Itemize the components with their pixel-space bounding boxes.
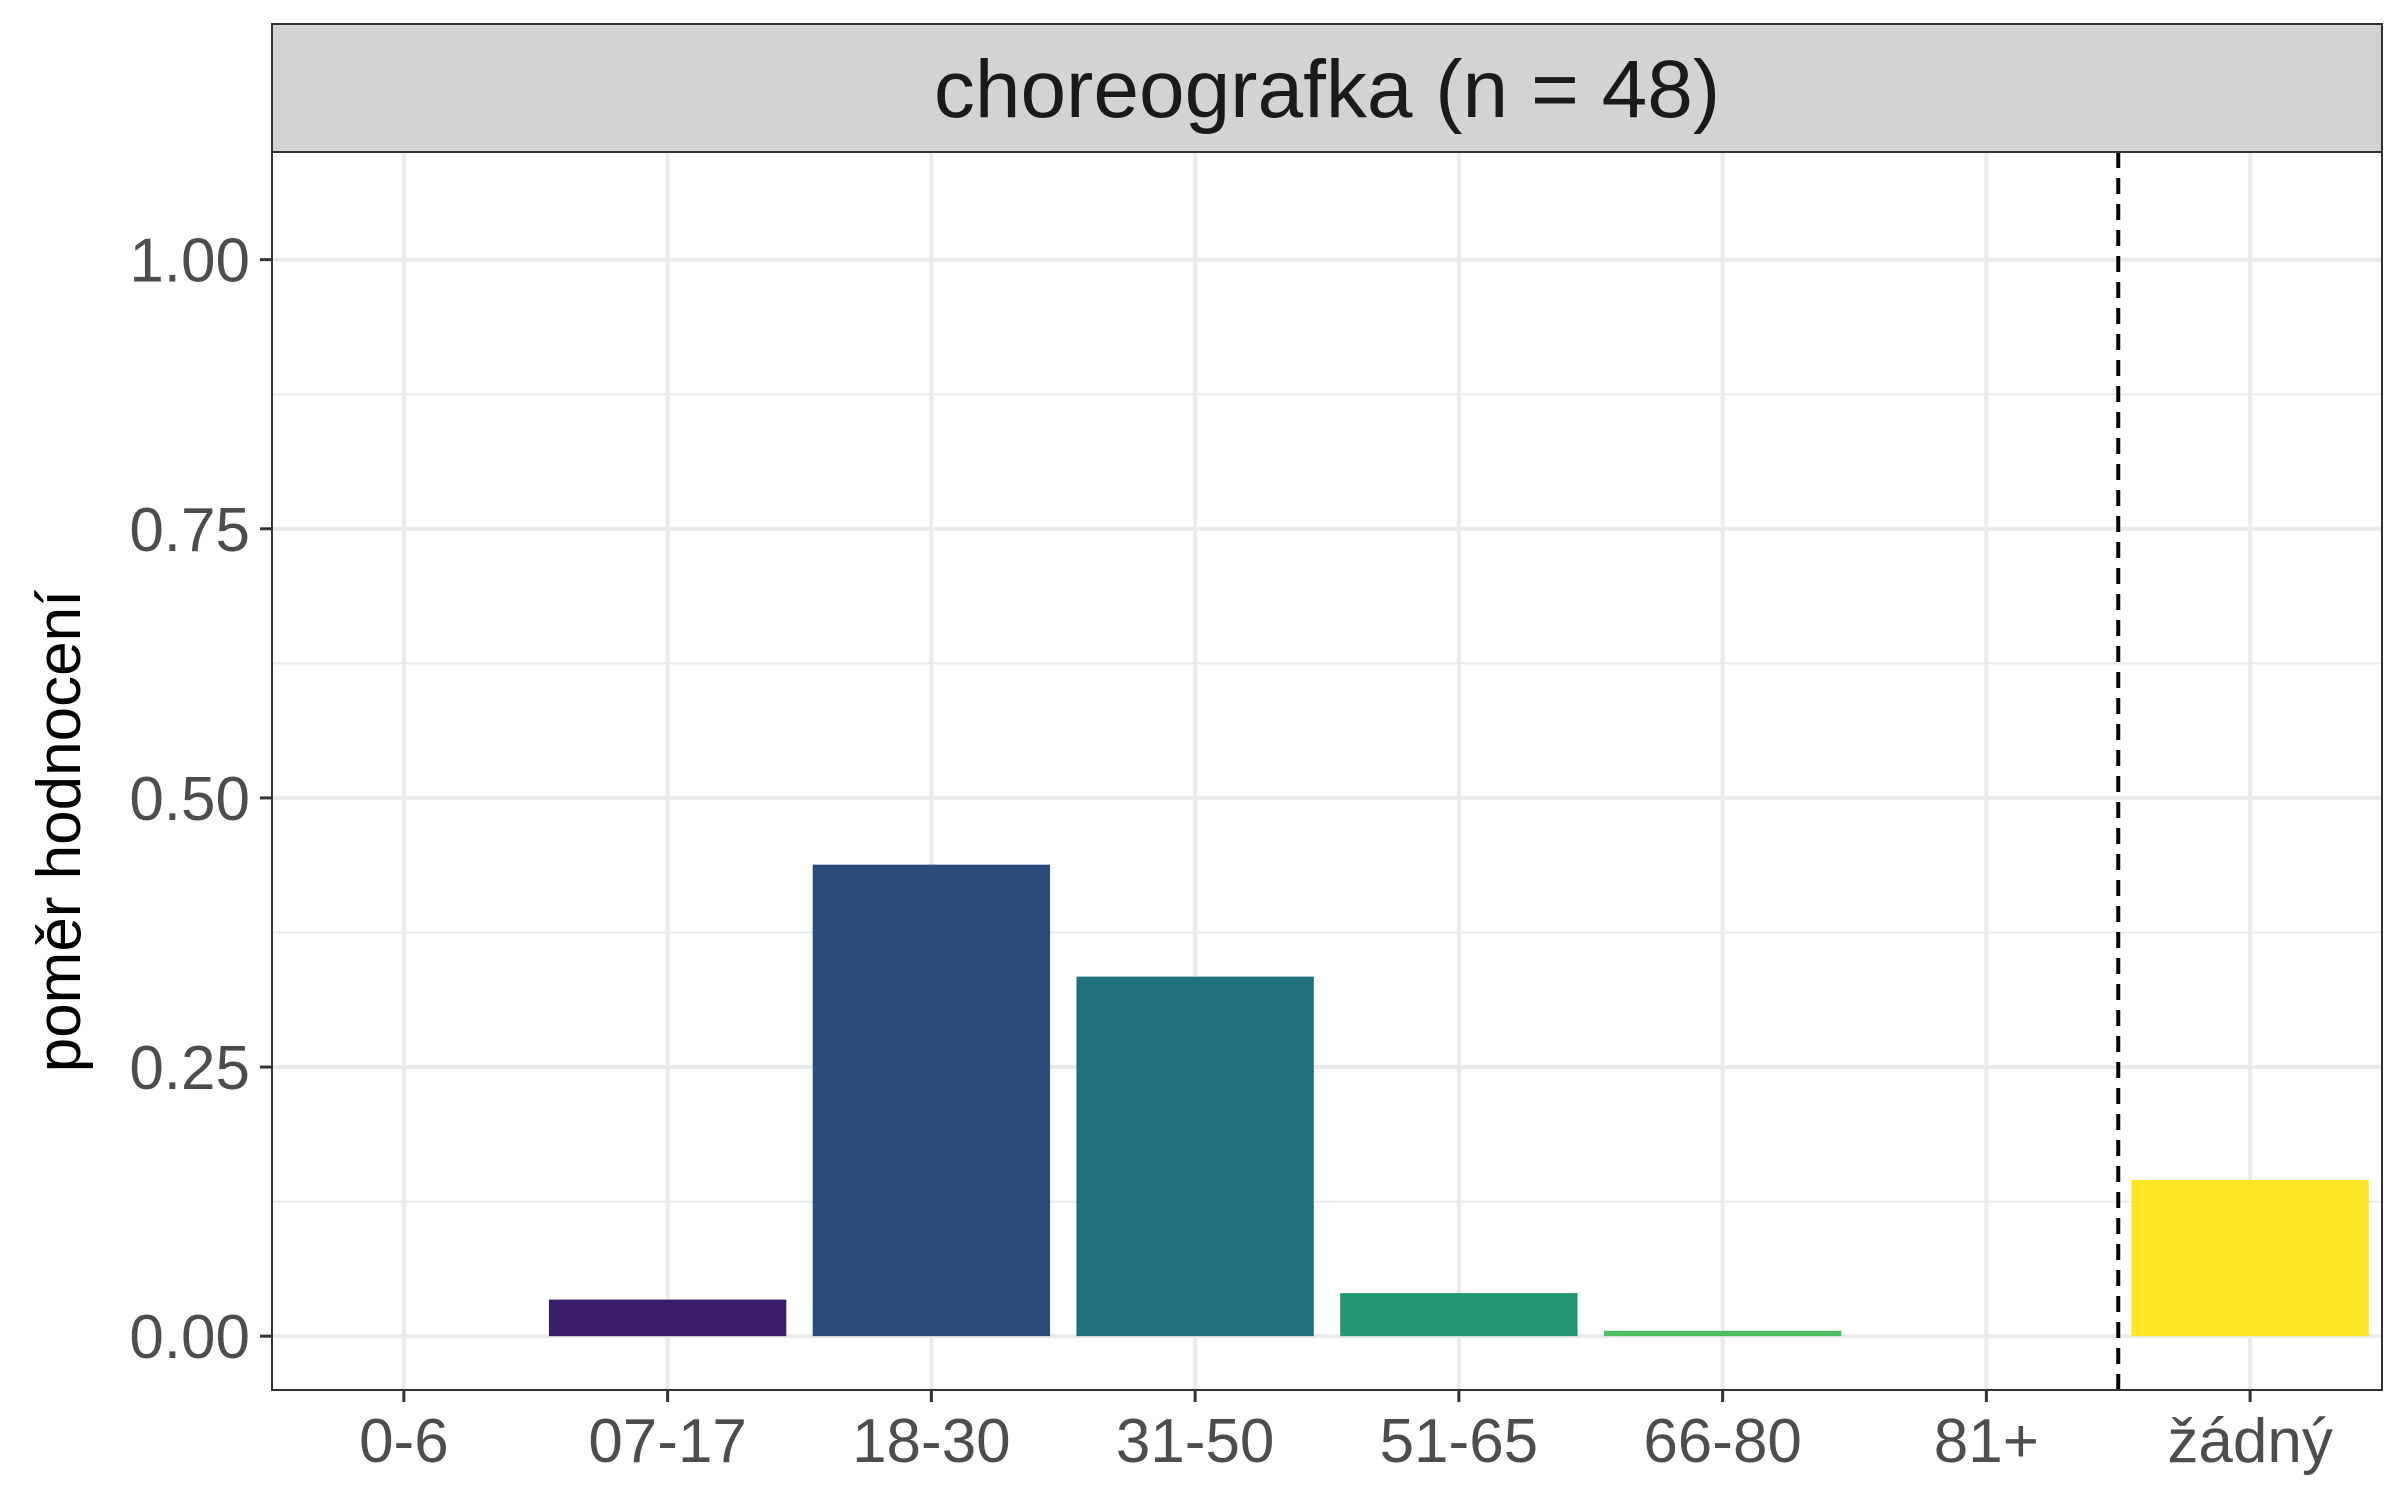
- x-tick-label: 31-50: [1116, 1407, 1275, 1476]
- x-tick-label: 81+: [1934, 1407, 2039, 1476]
- bar-51-65: [1340, 1293, 1578, 1337]
- major-gridlines: [272, 152, 2382, 1390]
- panel-border: [271, 151, 2383, 1391]
- x-tick-label: žádný: [2167, 1407, 2332, 1476]
- x-tick-label: 0-6: [359, 1407, 449, 1476]
- y-tick-label: 0.75: [129, 496, 250, 565]
- x-axis: 0-6 07-17 18-30 31-50 51-65 66-80 81+ žádný: [359, 1390, 2333, 1476]
- x-tick-label: 07-17: [588, 1407, 747, 1476]
- x-tick-label: 66-80: [1643, 1407, 1802, 1476]
- y-axis-title: poměr hodnocení: [25, 590, 94, 1073]
- bar-18-30: [812, 864, 1051, 1337]
- y-tick-label: 0.25: [129, 1034, 250, 1103]
- x-tick-label: 18-30: [852, 1407, 1011, 1476]
- bar-31-50: [1076, 976, 1314, 1337]
- bar-66-80: [1603, 1330, 1842, 1337]
- bar-07-17: [548, 1299, 787, 1337]
- minor-gridlines: [272, 393, 2382, 1203]
- y-tick-label: 1.00: [129, 227, 250, 296]
- facet-title: choreografka (n = 48): [934, 44, 1720, 135]
- x-tick-label: 51-65: [1380, 1407, 1539, 1476]
- y-axis: 0.00 0.25 0.50 0.75 1.00: [129, 227, 272, 1372]
- y-tick-label: 0.50: [129, 765, 250, 834]
- y-tick-label: 0.00: [129, 1303, 250, 1372]
- facet-strip: [271, 23, 2383, 153]
- bars: [548, 864, 2369, 1337]
- bar-žádný: [2131, 1180, 2369, 1337]
